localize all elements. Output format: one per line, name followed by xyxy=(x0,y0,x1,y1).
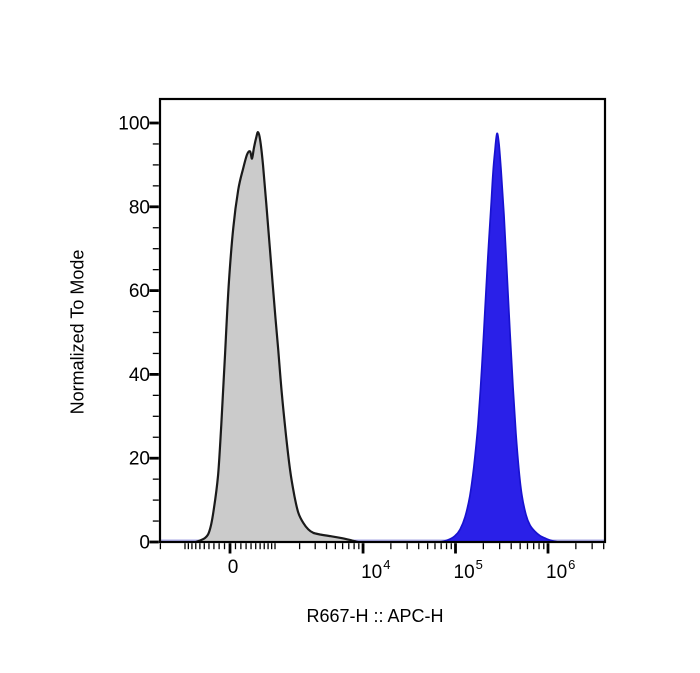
y-axis-minor-ticks xyxy=(152,143,159,522)
x-axis-major-ticks xyxy=(228,543,550,554)
y-axis-tick-label: 20 xyxy=(129,449,150,470)
x-axis-tick-label: 106 xyxy=(546,557,575,583)
x-axis-tick-labels: 0 104 105 106 xyxy=(228,557,576,583)
x-axis-tick-label: 104 xyxy=(361,557,390,583)
y-axis-tick-label: 80 xyxy=(129,197,150,218)
x-axis-title: R667-H :: APC-H xyxy=(306,606,444,626)
sample-blue-outline xyxy=(439,132,559,543)
y-axis-title: Normalized To Mode xyxy=(67,249,88,415)
x-axis-tick-label: 0 xyxy=(228,557,239,578)
y-axis-tick-label: 40 xyxy=(129,365,150,386)
x-axis-tick-label: 105 xyxy=(454,557,483,583)
y-axis-major-ticks xyxy=(149,121,159,544)
x-axis-minor-ticks xyxy=(159,543,605,550)
y-axis-tick-label: 0 xyxy=(139,533,150,554)
plot-frame xyxy=(158,97,607,544)
sample-blue-area xyxy=(440,133,558,542)
control-gray-outline xyxy=(194,131,359,544)
y-axis-tick-label: 100 xyxy=(118,114,150,135)
y-axis-tick-label: 60 xyxy=(129,281,150,302)
y-axis-tick-labels: 0 20 40 60 80 100 xyxy=(118,114,150,554)
